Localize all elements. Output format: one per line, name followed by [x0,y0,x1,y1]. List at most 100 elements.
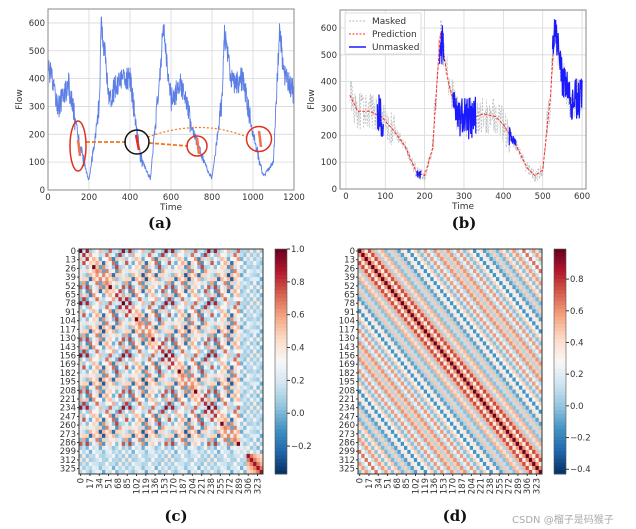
heatmap-cell [236,453,241,459]
heatmap-cell [361,361,365,366]
heatmap-cell [111,365,116,370]
heatmap-cell [134,373,139,378]
heatmap-cell [377,253,382,258]
heatmap-cell [535,273,540,278]
heatmap-cell [532,305,536,310]
heatmap-cell [92,389,96,395]
heatmap-cell [184,449,188,455]
heatmap-cell [180,377,185,382]
heatmap-cell [174,289,178,294]
heatmap-cell [217,297,221,302]
heatmap-cell [144,449,149,455]
heatmap-cell [144,297,149,302]
heatmap-cell [390,325,395,330]
heatmap-cell [85,421,90,427]
heatmap-cell [151,437,155,443]
heatmap-cell [515,329,520,334]
heatmap-cell [180,425,185,431]
heatmap-cell [230,397,234,403]
heatmap-cell [190,293,195,298]
heatmap-cell [450,357,454,362]
heatmap-cell [82,389,86,395]
heatmap-cell [138,393,142,399]
heatmap-cell [440,249,444,254]
heatmap-cell [92,357,96,362]
heatmap-cell [249,409,254,415]
heatmap-cell [496,261,500,266]
heatmap-cell [164,409,169,415]
heatmap-cells [79,249,264,475]
heatmap-cell [148,457,152,463]
heatmap-cell [246,381,251,387]
heatmap-cell [387,297,392,302]
heatmap-cell [141,357,146,362]
heatmap-cell [85,425,90,431]
heatmap-cell [256,253,261,258]
heatmap-cell [509,273,513,278]
heatmap-cell [519,281,523,286]
heatmap-cell [446,329,451,334]
colorbar-segment [275,249,287,254]
heatmap-cell [161,405,165,411]
heatmap-cell [203,317,208,322]
heatmap-cell [108,377,113,382]
heatmap-cell [240,253,244,258]
heatmap-cell [430,313,434,318]
heatmap-cell [469,289,474,294]
heatmap-cell [243,333,247,338]
heatmap-cell [410,305,415,310]
heatmap-cell [236,321,241,326]
heatmap-cell [164,297,169,302]
heatmap-cell [436,313,441,318]
heatmap-cell [358,293,362,298]
heatmap-cell [505,345,510,350]
heatmap-cell [535,337,540,342]
heatmap-cell [115,361,119,366]
heatmap-cell [164,329,169,334]
heatmap-cell [138,377,142,382]
y-tick-label: 182 [60,369,76,379]
heatmap-cell [394,341,398,346]
heatmap-cell [144,341,149,346]
heatmap-cell [374,349,379,354]
heatmap-cell [151,401,155,407]
heatmap-cell [105,305,109,310]
heatmap-cell [157,257,162,262]
heatmap-cell [256,437,261,443]
heatmap-cell [82,373,86,378]
heatmap-cell [440,337,444,342]
heatmap-cell [161,413,165,419]
heatmap-cell [374,269,379,274]
heatmap-cell [210,437,215,443]
heatmap-cell [456,297,461,302]
heatmap-cell [79,393,83,399]
heatmap-cell [436,309,441,314]
heatmap-cell [466,257,471,262]
heatmap-cell [433,257,438,262]
heatmap-cell [121,429,126,435]
heatmap-cell [377,249,382,254]
heatmap-cell [115,305,119,310]
heatmap-cell [164,265,169,270]
heatmap-cell [453,337,457,342]
heatmap-cell [184,445,188,451]
heatmap-cell [374,281,379,286]
heatmap-cell [203,301,208,306]
heatmap-cell [423,269,428,274]
heatmap-cell [141,445,146,451]
heatmap-cell [203,449,208,455]
heatmap-cell [538,253,543,258]
heatmap-cell [144,349,149,354]
heatmap-cell [213,429,218,435]
heatmap-cell [115,457,119,463]
heatmap-cell [180,321,185,326]
heatmap-cell [118,437,123,443]
heatmap-cell [528,285,533,290]
heatmap-cell [154,305,159,310]
heatmap-cell [473,329,477,334]
heatmap-cell [413,361,418,366]
heatmap-cell [111,469,116,475]
heatmap-cell [92,337,96,342]
heatmap-cell [111,349,116,354]
heatmap-cell [420,277,425,282]
